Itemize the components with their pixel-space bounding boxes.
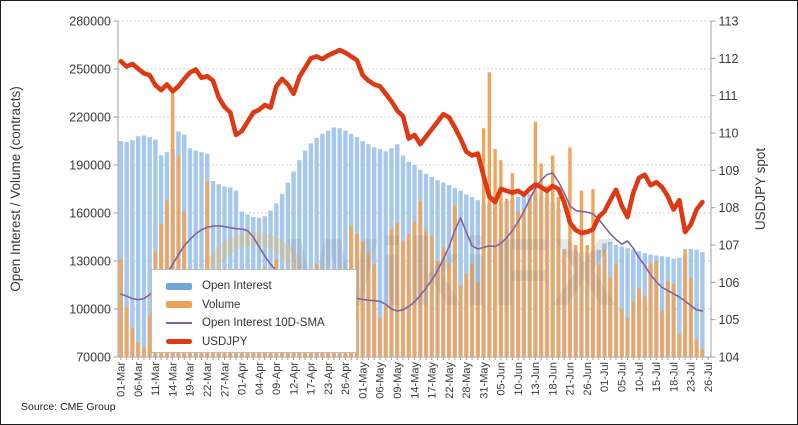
svg-text:26-Apr: 26-Apr [340,362,352,395]
axis-tick-labels: 280000 250000 220000 190000 160000 130000 1000… [69,15,739,399]
svg-text:26-Jun: 26-Jun [582,362,594,396]
svg-text:01-May: 01-May [357,362,369,399]
svg-text:10-Jul: 10-Jul [634,362,646,392]
svg-text:05-Jun: 05-Jun [496,362,508,396]
legend-item: Volume [166,296,356,315]
legend-item: Open Interest [166,277,356,296]
svg-text:17-May: 17-May [427,362,439,399]
legend-label: Volume [202,298,241,311]
svg-text:105: 105 [719,313,740,327]
svg-text:106: 106 [719,276,740,290]
svg-text:11-Mar: 11-Mar [150,362,162,396]
svg-text:22-Mar: 22-Mar [202,362,214,397]
svg-text:05-Jul: 05-Jul [617,362,629,392]
svg-text:160000: 160000 [69,207,111,221]
legend-item: Open Interest 10D-SMA [166,314,356,333]
usdjpy-line [118,47,705,236]
left-axis-title: Open Interest / Volume (contracts) [8,86,23,292]
svg-text:23-Jul: 23-Jul [686,362,698,392]
svg-text:250000: 250000 [69,63,111,77]
svg-text:14-May: 14-May [409,362,421,399]
svg-text:113: 113 [719,15,739,29]
svg-text:21-Jun: 21-Jun [565,362,577,396]
legend-swatch-icon [166,301,192,309]
svg-text:23-Apr: 23-Apr [323,362,335,395]
svg-text:06-May: 06-May [375,362,387,399]
svg-text:26-Jul: 26-Jul [703,362,715,392]
svg-text:110: 110 [719,127,739,141]
svg-text:18-Jun: 18-Jun [547,362,559,396]
svg-text:112: 112 [719,52,739,66]
svg-text:01-Jul: 01-Jul [599,362,611,392]
svg-text:70000: 70000 [76,351,111,365]
svg-text:111: 111 [719,89,738,103]
svg-text:104: 104 [719,351,740,365]
right-axis-title: USDJPY spot [753,147,768,231]
svg-text:01-Apr: 01-Apr [237,362,249,395]
svg-text:28-May: 28-May [461,362,473,399]
svg-text:109: 109 [719,164,740,178]
svg-text:09-May: 09-May [392,362,404,399]
source-note: Source: CME Group [21,401,116,413]
svg-text:107: 107 [719,239,740,253]
svg-text:220000: 220000 [69,111,111,125]
svg-text:06-Mar: 06-Mar [133,362,145,397]
svg-text:19-Mar: 19-Mar [185,362,197,397]
legend-label: Open Interest 10D-SMA [202,317,325,330]
svg-text:190000: 190000 [69,159,111,173]
svg-text:14-Mar: 14-Mar [167,362,179,397]
legend-swatch-icon [166,322,192,325]
svg-text:280000: 280000 [69,15,111,29]
svg-text:27-Mar: 27-Mar [219,362,231,397]
legend-swatch-icon [166,339,192,345]
svg-text:09-Apr: 09-Apr [271,362,283,395]
svg-text:10-Jun: 10-Jun [513,362,525,396]
legend-label: USDJPY [202,335,248,348]
legend-swatch-icon [166,282,192,290]
svg-text:01-Mar: 01-Mar [116,362,128,397]
svg-text:18-Jul: 18-Jul [668,362,680,392]
svg-text:31-May: 31-May [478,362,490,399]
svg-text:108: 108 [719,201,740,215]
svg-text:12-Apr: 12-Apr [288,362,300,395]
svg-text:100000: 100000 [69,303,111,317]
svg-text:22-May: 22-May [444,362,456,399]
legend: Open Interest Volume Open Interest 10D-SMA… [151,269,357,353]
open-interest-sma-line [120,172,704,312]
legend-label: Open Interest [202,280,272,293]
svg-text:130000: 130000 [69,255,111,269]
svg-text:15-Jul: 15-Jul [651,362,663,392]
svg-text:04-Apr: 04-Apr [254,362,266,395]
svg-text:13-Jun: 13-Jun [530,362,542,396]
svg-text:17-Apr: 17-Apr [306,362,318,395]
legend-item: USDJPY [166,333,356,352]
axis-ticks [113,20,716,360]
